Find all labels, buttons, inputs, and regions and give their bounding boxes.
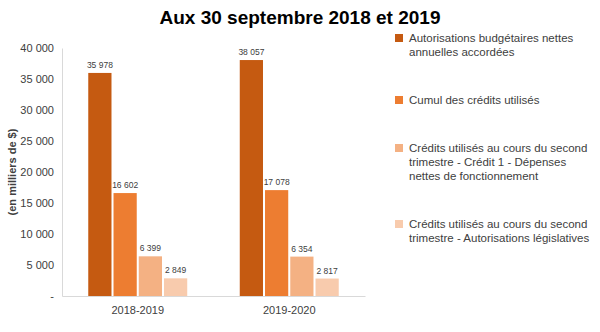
bar: [240, 60, 263, 296]
legend-swatch: [395, 34, 403, 42]
legend-label: Crédits utilisés au cours du second trim…: [409, 142, 591, 182]
bar: [164, 278, 187, 296]
data-label: 2 817: [316, 266, 338, 276]
y-tick: 25 000: [20, 135, 62, 147]
x-tick: 2018-2019: [111, 296, 164, 316]
series: [164, 278, 339, 296]
legend-item: Crédits utilisés au cours du second trim…: [395, 142, 591, 182]
bar: [114, 193, 137, 296]
legend-swatch: [395, 220, 403, 228]
bar: [139, 256, 162, 296]
y-tick-label: -: [50, 290, 54, 302]
y-tick-label: 5 000: [26, 259, 54, 271]
y-axis-title: (en milliers de $): [6, 128, 18, 215]
data-label: 6 399: [140, 243, 162, 253]
chart: Aux 30 septembre 2018 et 2019 - 5 000 10 00…: [0, 0, 600, 332]
y-tick-label: 10 000: [20, 228, 54, 240]
series: [114, 190, 289, 296]
legend-label: Autorisations budgétaires nettes annuell…: [409, 32, 577, 58]
y-tick-label: 40 000: [20, 42, 54, 54]
legend-swatch: [395, 96, 403, 104]
x-axis: 2018-2019 2019-2020: [63, 296, 366, 316]
y-tick: 5 000: [26, 259, 62, 271]
y-tick: 15 000: [20, 197, 62, 209]
legend-item: Crédits utilisés au cours du second trim…: [395, 218, 591, 244]
y-tick-label: 20 000: [20, 166, 54, 178]
x-tick-label: 2018-2019: [111, 304, 164, 316]
legend-swatch: [395, 144, 403, 152]
x-tick-label: 2019-2020: [263, 304, 316, 316]
y-tick-label: 15 000: [20, 197, 54, 209]
plot: - 5 000 10 000 15 000 20 000 25 000 30 000 35 0…: [20, 42, 365, 316]
bar: [88, 73, 111, 296]
series: [139, 256, 314, 296]
y-tick: -: [50, 290, 62, 302]
y-tick: 10 000: [20, 228, 62, 240]
legend: Autorisations budgétaires nettes annuell…: [395, 32, 591, 244]
y-axis-line: [62, 49, 63, 297]
y-tick-label: 25 000: [20, 135, 54, 147]
y-tick-label: 35 000: [20, 73, 54, 85]
data-label: 38 057: [238, 47, 264, 57]
y-tick-label: 30 000: [20, 104, 54, 116]
legend-item: Cumul des crédits utilisés: [395, 94, 540, 106]
x-axis-line: [63, 296, 366, 297]
y-tick: 35 000: [20, 73, 62, 85]
legend-item: Autorisations budgétaires nettes annuell…: [395, 32, 577, 58]
data-label: 16 602: [112, 180, 138, 190]
data-label: 2 849: [165, 265, 187, 275]
bar: [316, 279, 339, 296]
legend-label: Crédits utilisés au cours du second trim…: [409, 218, 591, 244]
series: [88, 60, 263, 296]
y-axis: - 5 000 10 000 15 000 20 000 25 000 30 000 35 0…: [20, 42, 62, 302]
title: Aux 30 septembre 2018 et 2019: [160, 7, 441, 28]
data-label: 17 078: [264, 177, 290, 187]
y-tick: 20 000: [20, 166, 62, 178]
bar: [290, 257, 313, 296]
y-tick: 40 000: [20, 42, 62, 54]
bar: [265, 190, 288, 296]
data-labels: 35 978 38 057 16 602 17 078 6 399 6 354 2 849 2…: [87, 47, 338, 275]
x-tick: 2019-2020: [263, 296, 316, 316]
bars: [88, 60, 338, 296]
y-tick: 30 000: [20, 104, 62, 116]
data-label: 35 978: [87, 60, 113, 70]
data-label: 6 354: [291, 244, 313, 254]
legend-label: Cumul des crédits utilisés: [409, 94, 540, 106]
